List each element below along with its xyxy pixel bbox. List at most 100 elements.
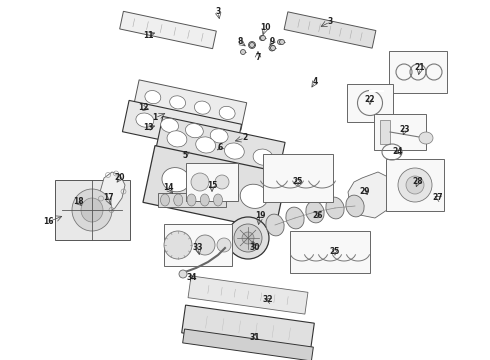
Text: 31: 31 — [250, 333, 260, 342]
Ellipse shape — [224, 143, 245, 159]
Ellipse shape — [261, 36, 266, 40]
Ellipse shape — [195, 101, 210, 114]
Text: 22: 22 — [365, 95, 375, 104]
Ellipse shape — [164, 231, 192, 259]
Ellipse shape — [248, 41, 255, 49]
Polygon shape — [182, 305, 314, 351]
Ellipse shape — [277, 40, 283, 45]
Text: 32: 32 — [263, 296, 273, 305]
Ellipse shape — [72, 189, 112, 231]
Ellipse shape — [219, 106, 235, 120]
Text: 24: 24 — [393, 148, 403, 157]
Text: 18: 18 — [73, 198, 83, 207]
Ellipse shape — [196, 137, 216, 153]
Text: 23: 23 — [400, 126, 410, 135]
Polygon shape — [348, 172, 395, 218]
Ellipse shape — [217, 238, 231, 252]
Bar — [263, 154, 333, 202]
Ellipse shape — [161, 118, 178, 132]
Ellipse shape — [187, 194, 196, 206]
Text: 3: 3 — [327, 18, 333, 27]
Ellipse shape — [346, 195, 364, 217]
Ellipse shape — [260, 36, 265, 40]
Text: 7: 7 — [255, 54, 261, 63]
Polygon shape — [143, 145, 287, 230]
Ellipse shape — [249, 42, 254, 48]
Polygon shape — [133, 80, 246, 130]
Bar — [290, 231, 370, 273]
Text: 4: 4 — [313, 77, 318, 86]
Text: 21: 21 — [415, 63, 425, 72]
Ellipse shape — [406, 176, 424, 194]
Text: 25: 25 — [330, 248, 340, 256]
Text: 26: 26 — [313, 211, 323, 220]
Ellipse shape — [214, 194, 222, 206]
Ellipse shape — [419, 132, 433, 144]
Text: 33: 33 — [193, 243, 203, 252]
Ellipse shape — [186, 123, 203, 138]
Ellipse shape — [170, 96, 186, 109]
Text: 20: 20 — [115, 174, 125, 183]
Bar — [380, 120, 390, 144]
Text: 8: 8 — [237, 37, 243, 46]
Ellipse shape — [266, 214, 284, 236]
Ellipse shape — [145, 90, 161, 104]
Ellipse shape — [306, 201, 324, 223]
Bar — [374, 114, 426, 150]
Text: 10: 10 — [260, 23, 270, 32]
Bar — [389, 51, 447, 93]
Ellipse shape — [167, 131, 187, 147]
Ellipse shape — [162, 168, 190, 192]
Text: 28: 28 — [413, 177, 423, 186]
Text: 25: 25 — [293, 177, 303, 186]
Bar — [158, 193, 226, 207]
Text: 34: 34 — [187, 274, 197, 283]
Text: 11: 11 — [143, 31, 153, 40]
Ellipse shape — [241, 49, 245, 54]
Ellipse shape — [253, 149, 273, 165]
Text: 29: 29 — [360, 188, 370, 197]
Polygon shape — [120, 11, 216, 49]
Text: 6: 6 — [218, 144, 222, 153]
Ellipse shape — [269, 45, 275, 51]
Ellipse shape — [174, 194, 183, 206]
Text: 27: 27 — [433, 194, 443, 202]
Ellipse shape — [234, 224, 262, 252]
Ellipse shape — [81, 198, 103, 222]
Ellipse shape — [210, 129, 228, 143]
Bar — [164, 224, 232, 266]
Ellipse shape — [398, 168, 432, 202]
Ellipse shape — [227, 217, 269, 259]
Ellipse shape — [195, 235, 215, 255]
Text: 5: 5 — [182, 150, 188, 159]
Text: 1: 1 — [152, 113, 158, 122]
Ellipse shape — [326, 197, 344, 219]
Ellipse shape — [136, 113, 154, 127]
Polygon shape — [122, 100, 242, 156]
Ellipse shape — [161, 194, 170, 206]
Text: 30: 30 — [250, 243, 260, 252]
Polygon shape — [284, 12, 376, 48]
Ellipse shape — [191, 173, 209, 191]
Polygon shape — [155, 116, 285, 180]
Text: 2: 2 — [243, 134, 247, 143]
Text: 17: 17 — [103, 194, 113, 202]
Text: 16: 16 — [43, 217, 53, 226]
Ellipse shape — [240, 184, 268, 208]
Ellipse shape — [279, 40, 285, 45]
Text: 3: 3 — [216, 8, 220, 17]
Bar — [386, 159, 444, 211]
Ellipse shape — [242, 232, 254, 244]
Ellipse shape — [201, 176, 229, 200]
Text: 12: 12 — [138, 104, 148, 112]
Text: 14: 14 — [163, 184, 173, 193]
Ellipse shape — [179, 270, 187, 278]
Ellipse shape — [215, 175, 229, 189]
Bar — [186, 163, 238, 201]
Text: 19: 19 — [255, 211, 265, 220]
Ellipse shape — [270, 45, 275, 50]
Text: 9: 9 — [270, 37, 274, 46]
Ellipse shape — [286, 207, 304, 229]
Text: 13: 13 — [143, 123, 153, 132]
Polygon shape — [54, 180, 129, 240]
